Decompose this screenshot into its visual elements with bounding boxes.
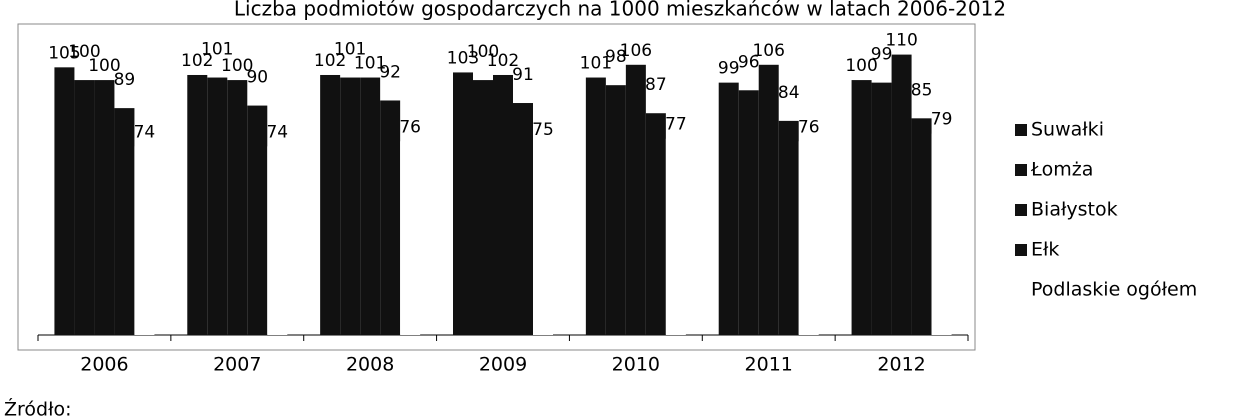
data-label: 90 xyxy=(246,68,268,88)
data-label: 100 xyxy=(88,56,120,76)
data-label: 101 xyxy=(354,54,386,74)
bar xyxy=(798,141,819,335)
data-label: 96 xyxy=(738,52,760,72)
bar xyxy=(453,72,473,336)
bar xyxy=(931,133,952,335)
bar xyxy=(320,74,341,335)
data-label: 76 xyxy=(399,117,421,137)
x-tick-label: 2009 xyxy=(479,354,527,376)
legend-swatch xyxy=(1015,244,1027,256)
bar xyxy=(94,80,115,335)
x-tick-label: 2011 xyxy=(745,354,793,376)
bar xyxy=(380,100,401,336)
data-label: 106 xyxy=(752,41,784,61)
legend-swatch xyxy=(1015,124,1027,136)
bar xyxy=(625,64,646,335)
data-label: 99 xyxy=(718,59,740,79)
data-label: 110 xyxy=(885,31,917,51)
bar xyxy=(513,103,533,335)
bar xyxy=(585,77,606,336)
legend-swatch xyxy=(1015,204,1027,216)
bar xyxy=(267,146,288,335)
data-label: 105 xyxy=(48,43,80,63)
bar xyxy=(340,77,361,336)
x-tick-label: 2007 xyxy=(213,354,261,376)
bar xyxy=(54,67,75,336)
bar xyxy=(74,80,95,335)
bar xyxy=(533,143,553,335)
x-tick-label: 2010 xyxy=(612,354,660,376)
bar xyxy=(758,64,779,335)
bar xyxy=(718,82,739,335)
data-label: 85 xyxy=(911,80,933,100)
data-label: 89 xyxy=(114,70,136,90)
data-label: 74 xyxy=(134,122,156,142)
legend-label: Łomża xyxy=(1030,159,1093,181)
data-label: 77 xyxy=(665,115,687,135)
data-label: 100 xyxy=(68,42,100,62)
bar xyxy=(871,82,892,335)
bar xyxy=(605,85,626,335)
bar xyxy=(360,77,381,336)
legend-swatch xyxy=(1015,164,1027,176)
data-label: 98 xyxy=(605,47,627,67)
data-label: 102 xyxy=(314,51,346,71)
legend-label: Ełk xyxy=(1031,239,1059,261)
bar xyxy=(473,80,493,335)
data-label: 84 xyxy=(778,83,800,103)
bar xyxy=(778,120,799,335)
data-label: 76 xyxy=(798,117,820,137)
legend-label: Podlaskie ogółem xyxy=(1031,279,1197,301)
data-label: 99 xyxy=(871,45,893,65)
data-label: 100 xyxy=(467,42,499,62)
data-label: 79 xyxy=(931,110,953,130)
x-tick-label: 2006 xyxy=(80,354,128,376)
bar xyxy=(665,138,686,335)
plot-frame xyxy=(17,23,976,351)
bar xyxy=(227,80,248,335)
x-tick-label: 2008 xyxy=(346,354,394,376)
data-label: 101 xyxy=(334,40,366,60)
bar xyxy=(493,74,513,335)
legend-label: Białystok xyxy=(1031,199,1118,221)
data-label: 106 xyxy=(620,41,652,61)
data-label: 101 xyxy=(580,54,612,74)
data-label: 92 xyxy=(379,62,401,82)
bar xyxy=(187,74,208,335)
data-label: 75 xyxy=(532,120,554,140)
bar xyxy=(738,90,759,335)
bar xyxy=(645,113,666,335)
bar xyxy=(891,54,912,336)
bar xyxy=(207,77,228,336)
bar xyxy=(134,146,155,335)
data-label: 91 xyxy=(512,65,534,85)
source: Źródło: xyxy=(4,398,72,420)
x-tick-label: 2012 xyxy=(877,354,925,376)
data-label: 102 xyxy=(487,51,519,71)
data-label: 102 xyxy=(181,51,213,71)
bar xyxy=(851,80,872,335)
data-label: 100 xyxy=(221,56,253,76)
data-label: 103 xyxy=(447,48,479,68)
data-label: 101 xyxy=(201,40,233,60)
data-label: 100 xyxy=(845,56,877,76)
bar xyxy=(911,118,932,335)
bar xyxy=(400,141,421,335)
legend-label: Suwałki xyxy=(1031,119,1104,141)
chart-title: Liczba podmiotów gospodarczych na 1000 m… xyxy=(234,0,1006,21)
bar xyxy=(247,105,268,336)
bar xyxy=(114,108,135,335)
data-label: 87 xyxy=(645,75,667,95)
legend-swatch xyxy=(1015,284,1027,296)
data-label: 74 xyxy=(266,122,288,142)
